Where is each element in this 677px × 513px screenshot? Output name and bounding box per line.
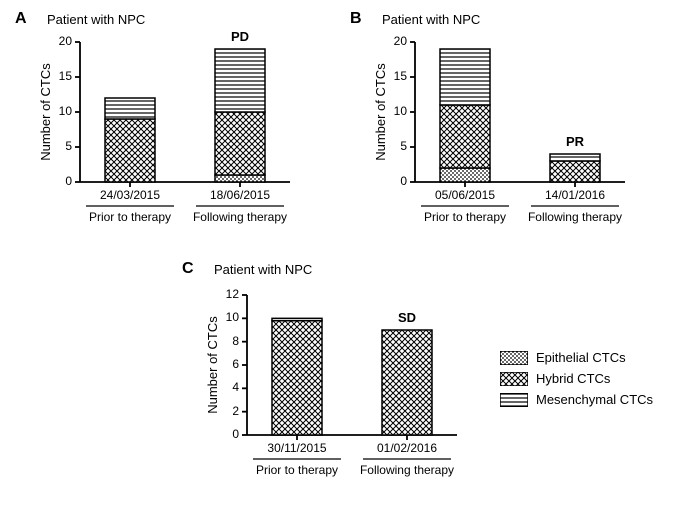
legend-item-hybrid: Hybrid CTCs <box>500 371 653 386</box>
x-sublabel: Following therapy <box>515 210 635 224</box>
legend-swatch-mesenchymal <box>500 393 528 407</box>
y-tick-label: 5 <box>50 139 72 153</box>
y-tick-label: 12 <box>217 287 239 301</box>
y-tick-label: 0 <box>385 174 407 188</box>
x-category-label: 01/02/2016 <box>362 441 452 455</box>
y-tick-label: 10 <box>385 104 407 118</box>
panel-letter: C <box>182 260 194 278</box>
legend-item-epithelial: Epithelial CTCs <box>500 350 653 365</box>
bar-annotation: PD <box>220 29 260 44</box>
legend: Epithelial CTCs Hybrid CTCs Mesenchymal … <box>500 350 653 413</box>
x-sublabel: Prior to therapy <box>237 463 357 477</box>
x-category-label: 14/01/2016 <box>530 188 620 202</box>
x-category-label: 24/03/2015 <box>85 188 175 202</box>
x-category-label: 18/06/2015 <box>195 188 285 202</box>
y-tick-label: 20 <box>385 34 407 48</box>
panel-letter: B <box>350 10 362 28</box>
bar-annotation: PR <box>555 134 595 149</box>
x-sublabel: Following therapy <box>180 210 300 224</box>
y-tick-label: 4 <box>217 380 239 394</box>
figure-root: Epithelial CTCs Hybrid CTCs Mesenchymal … <box>0 0 677 513</box>
y-tick-label: 2 <box>217 404 239 418</box>
svg-layer <box>0 0 677 513</box>
y-tick-label: 0 <box>217 427 239 441</box>
x-sublabel: Following therapy <box>347 463 467 477</box>
legend-swatch-epithelial <box>500 351 528 365</box>
legend-label: Epithelial CTCs <box>536 350 626 365</box>
y-tick-label: 15 <box>50 69 72 83</box>
y-tick-label: 10 <box>217 310 239 324</box>
x-sublabel: Prior to therapy <box>70 210 190 224</box>
x-category-label: 05/06/2015 <box>420 188 510 202</box>
panel-title: Patient with NPC <box>382 12 480 27</box>
legend-label: Mesenchymal CTCs <box>536 392 653 407</box>
legend-label: Hybrid CTCs <box>536 371 610 386</box>
panel-title: Patient with NPC <box>47 12 145 27</box>
legend-swatch-hybrid <box>500 372 528 386</box>
y-tick-label: 5 <box>385 139 407 153</box>
panel-title: Patient with NPC <box>214 262 312 277</box>
x-category-label: 30/11/2015 <box>252 441 342 455</box>
y-tick-label: 10 <box>50 104 72 118</box>
bar-annotation: SD <box>387 310 427 325</box>
y-tick-label: 8 <box>217 334 239 348</box>
panel-letter: A <box>15 10 27 28</box>
legend-item-mesenchymal: Mesenchymal CTCs <box>500 392 653 407</box>
y-tick-label: 15 <box>385 69 407 83</box>
y-tick-label: 0 <box>50 174 72 188</box>
y-tick-label: 20 <box>50 34 72 48</box>
y-tick-label: 6 <box>217 357 239 371</box>
x-sublabel: Prior to therapy <box>405 210 525 224</box>
